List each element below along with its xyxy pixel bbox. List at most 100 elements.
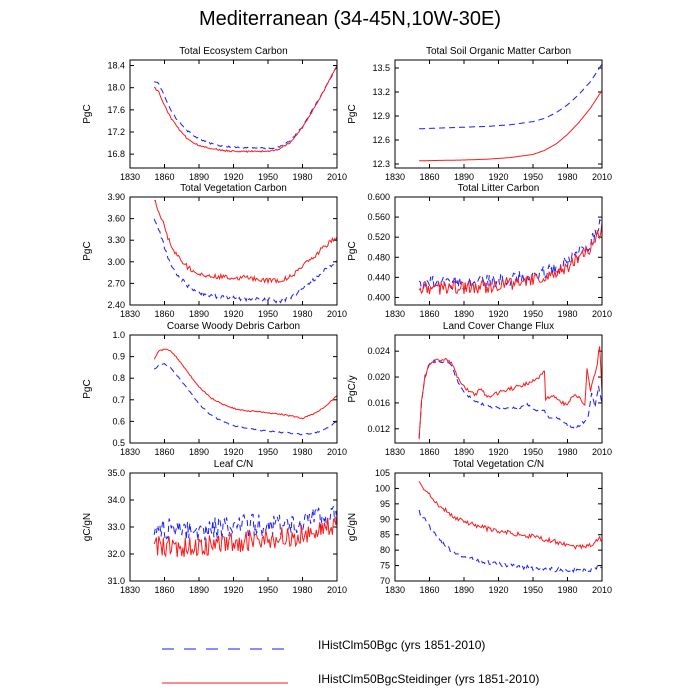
- y-axis-label: gC/gN: [347, 513, 358, 541]
- x-tick-label: 1890: [454, 309, 474, 319]
- y-tick-label: 35.0: [107, 468, 125, 478]
- x-tick-label: 1890: [189, 447, 209, 457]
- panel-coarse-woody-debris-carbon: Coarse Woody Debris Carbon PgC 1830 1860 189…: [82, 321, 347, 457]
- y-tick-label: 18.4: [107, 61, 125, 71]
- panel-land-cover-change-flux: Land Cover Change Flux PgC/y 1830 1860 1890 1…: [347, 321, 612, 457]
- x-tick-label: 1890: [189, 172, 209, 182]
- y-tick-label: 0.600: [367, 192, 390, 202]
- y-tick-label: 32.0: [107, 549, 125, 559]
- x-tick-label: 1980: [292, 447, 312, 457]
- x-tick-label: 2010: [327, 172, 347, 182]
- x-tick-label: 1980: [557, 172, 577, 182]
- panel-title: Total Soil Organic Matter Carbon: [426, 46, 571, 57]
- x-tick-label: 1950: [258, 172, 278, 182]
- x-tick-label: 1950: [258, 585, 278, 595]
- plot-frame: [394, 334, 603, 444]
- x-tick-label: 1860: [154, 585, 174, 595]
- x-tick-label: 1920: [488, 309, 508, 319]
- y-tick-label: 0.440: [367, 272, 390, 282]
- y-axis-label: PgC: [347, 104, 358, 123]
- series-line-bgc: [418, 358, 602, 438]
- y-tick-label: 3.60: [107, 214, 125, 224]
- series-line-steid: [153, 65, 337, 153]
- x-tick-label: 1890: [189, 309, 209, 319]
- x-tick-label: 1920: [223, 585, 243, 595]
- x-tick-label: 1860: [419, 172, 439, 182]
- y-tick-label: 17.2: [107, 127, 125, 137]
- x-tick-label: 1860: [154, 447, 174, 457]
- y-tick-label: 0.5: [112, 438, 125, 448]
- y-tick-label: 0.020: [367, 372, 390, 382]
- y-tick-label: 17.6: [107, 105, 125, 115]
- x-tick-label: 2010: [327, 447, 347, 457]
- x-tick-label: 1830: [385, 309, 405, 319]
- series-line-steid: [154, 199, 337, 285]
- y-tick-label: 100: [375, 483, 390, 493]
- y-tick-label: 3.30: [107, 235, 125, 245]
- panel-total-vegetation-c-n: Total Vegetation C/N gC/gN 1830 1860 1890 192…: [347, 459, 612, 595]
- legend-label-bgc: IHistClm50Bgc (yrs 1851-2010): [318, 638, 486, 652]
- y-tick-label: 18.0: [107, 83, 125, 93]
- plot-frame: [129, 334, 338, 444]
- x-tick-label: 1830: [120, 309, 140, 319]
- x-tick-label: 1830: [120, 447, 140, 457]
- panel-title: Total Vegetation Carbon: [180, 183, 287, 194]
- x-tick-label: 1950: [523, 447, 543, 457]
- panel-total-vegetation-carbon: Total Vegetation Carbon PgC 1830 1860 1890 19…: [82, 183, 347, 319]
- y-tick-label: 0.9: [112, 352, 125, 362]
- y-axis-label: PgC: [347, 241, 358, 260]
- x-tick-label: 1950: [523, 172, 543, 182]
- x-tick-label: 1980: [292, 172, 312, 182]
- y-tick-label: 1.0: [112, 330, 125, 340]
- x-tick-label: 1890: [454, 172, 474, 182]
- series-line-bgc: [153, 218, 337, 304]
- x-tick-label: 1860: [154, 172, 174, 182]
- x-tick-label: 2010: [592, 585, 612, 595]
- series-line-bgc: [418, 218, 602, 291]
- x-tick-label: 1950: [523, 309, 543, 319]
- x-tick-label: 2010: [327, 309, 347, 319]
- x-tick-label: 1980: [557, 447, 577, 457]
- panel-leaf-c-n: Leaf C/N gC/gN 1830 1860 1890 1920 1950 1980 201…: [82, 459, 347, 595]
- series-line-bgc: [153, 506, 337, 543]
- x-tick-label: 1950: [258, 447, 278, 457]
- series-line-steid: [419, 90, 602, 162]
- plot-frame: [129, 196, 338, 306]
- x-tick-label: 1980: [292, 309, 312, 319]
- y-tick-label: 31.0: [107, 576, 125, 586]
- x-tick-label: 1830: [385, 172, 405, 182]
- x-tick-label: 2010: [327, 585, 347, 595]
- y-tick-label: 0.480: [367, 252, 390, 262]
- plot-frame: [129, 59, 338, 169]
- y-tick-label: 3.90: [107, 192, 125, 202]
- legend-swatch-steidinger: [162, 682, 288, 684]
- series-line-bgc: [154, 65, 337, 150]
- panel-title: Total Vegetation C/N: [453, 459, 544, 470]
- panel-title: Land Cover Change Flux: [443, 321, 554, 332]
- series-line-steid: [418, 346, 602, 440]
- x-tick-label: 1830: [385, 447, 405, 457]
- panel-title: Leaf C/N: [214, 459, 253, 470]
- y-tick-label: 0.6: [112, 416, 125, 426]
- panel-title: Total Litter Carbon: [458, 183, 540, 194]
- y-tick-label: 13.2: [372, 87, 390, 97]
- y-tick-label: 34.0: [107, 495, 125, 505]
- figure-title: Mediterranean (34-45N,10W-30E): [198, 8, 501, 30]
- y-tick-label: 33.0: [107, 522, 125, 532]
- x-tick-label: 1890: [454, 585, 474, 595]
- y-tick-label: 2.70: [107, 278, 125, 288]
- y-tick-label: 0.016: [367, 398, 390, 408]
- x-tick-label: 1920: [223, 447, 243, 457]
- series-line-bgc: [418, 509, 602, 574]
- plot-frame: [394, 59, 603, 169]
- panel-title: Coarse Woody Debris Carbon: [167, 321, 300, 332]
- x-tick-label: 1860: [419, 309, 439, 319]
- y-tick-label: 85: [380, 530, 390, 540]
- plot-frame: [394, 196, 603, 306]
- y-tick-label: 0.400: [367, 292, 390, 302]
- y-tick-label: 12.9: [372, 111, 390, 121]
- y-axis-label: PgC/y: [347, 375, 358, 402]
- y-tick-label: 16.8: [107, 149, 125, 159]
- y-tick-label: 0.560: [367, 212, 390, 222]
